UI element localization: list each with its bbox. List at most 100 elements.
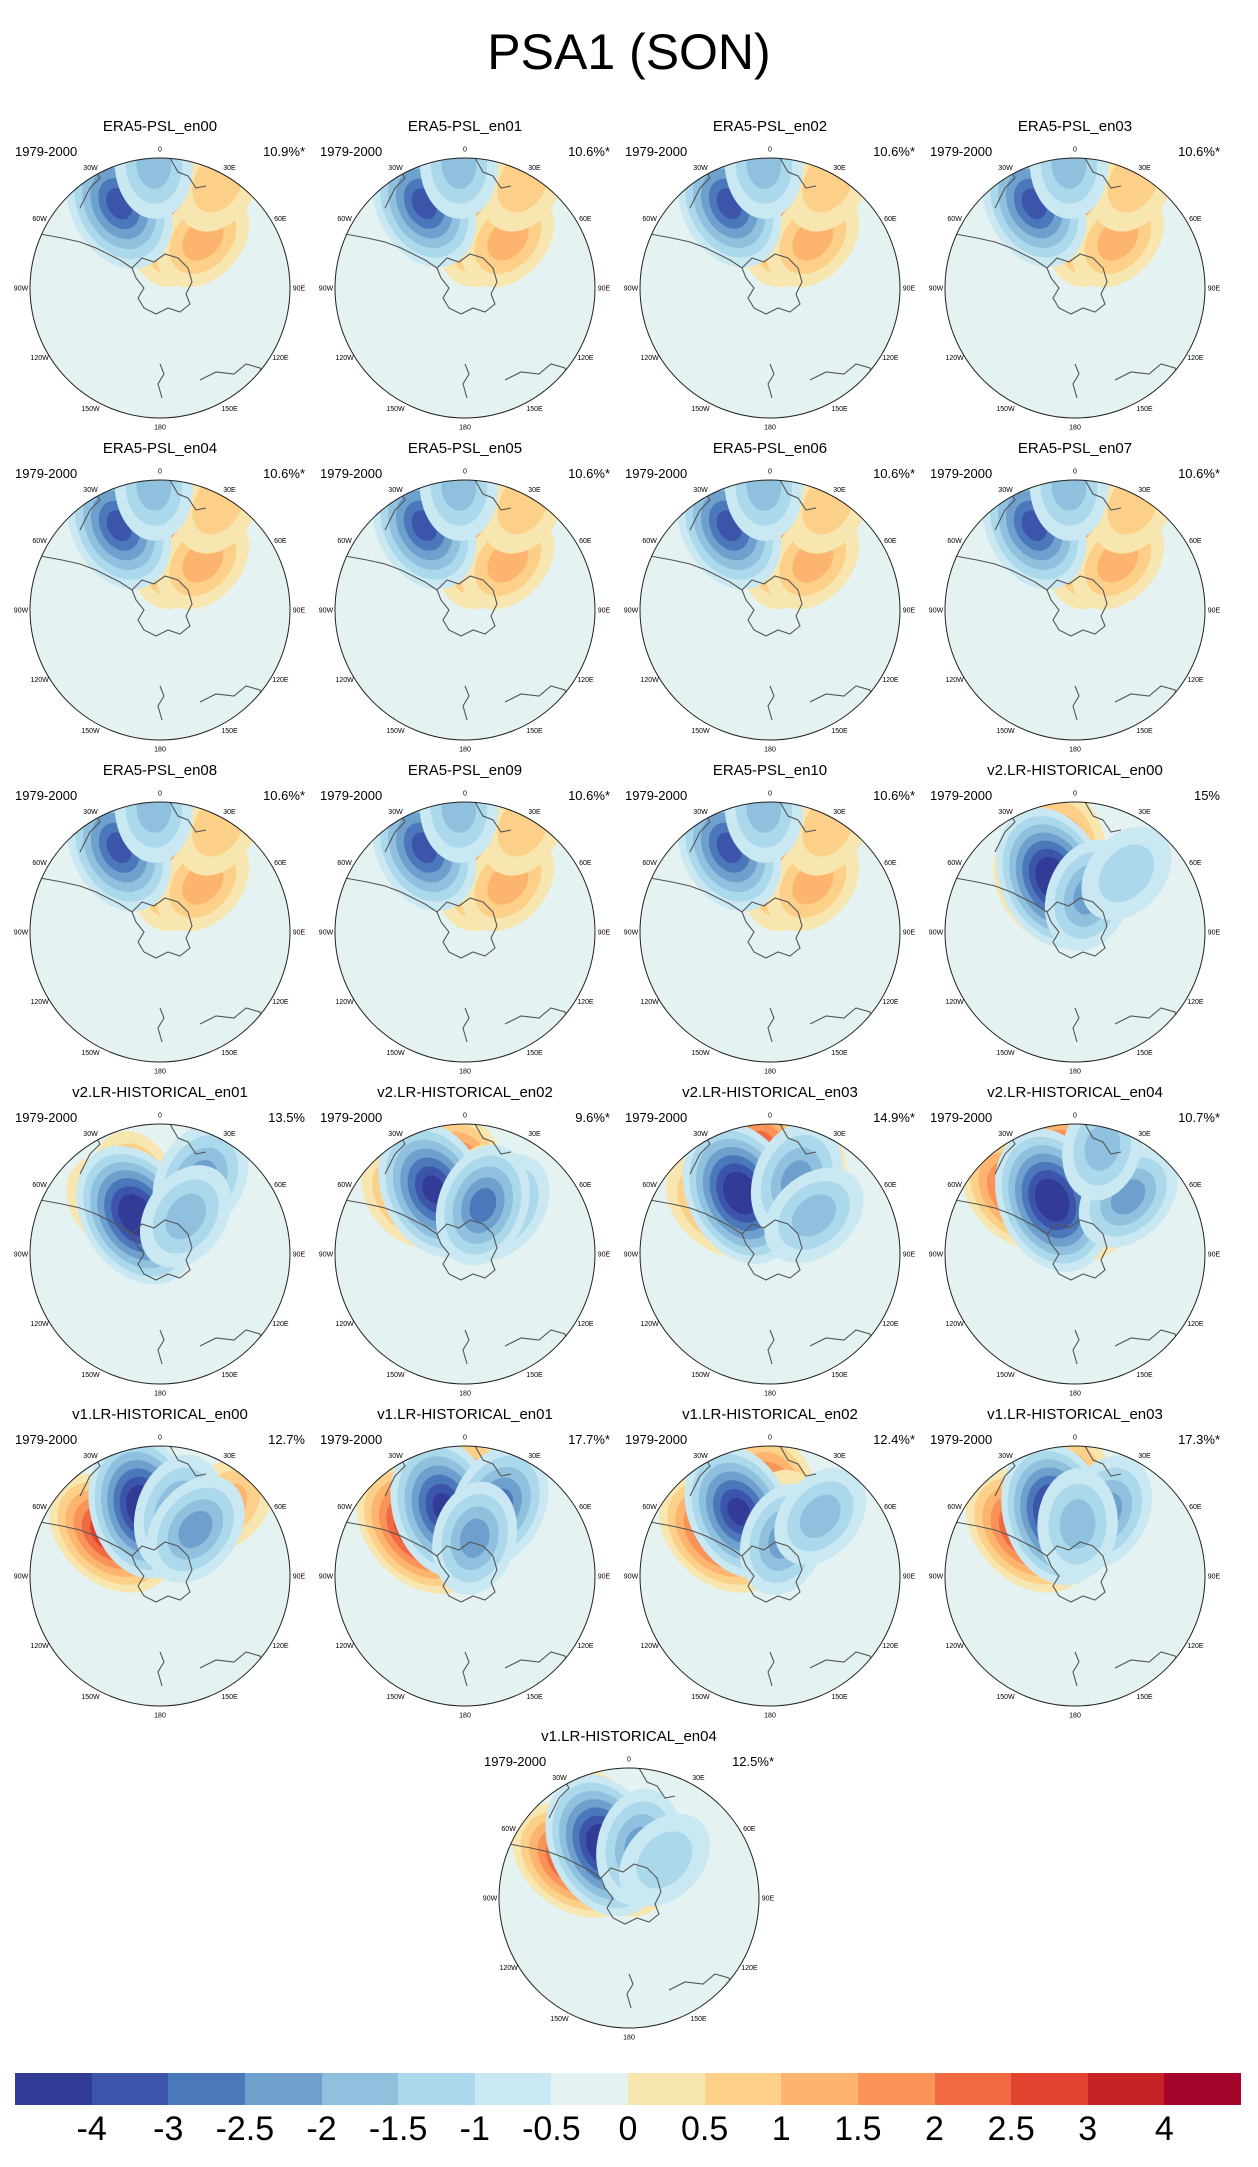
colorbar-segment xyxy=(1164,2073,1241,2105)
negative-anomaly-contour xyxy=(746,158,782,189)
polar-map: 0 30E 60E 90E 120E 150E 180 150W 120W 90W 60W 30W xyxy=(319,469,611,754)
longitude-label: 120E xyxy=(577,677,594,684)
panel-period: 1979-2000 xyxy=(930,466,993,481)
longitude-label: 180 xyxy=(1069,747,1081,754)
polar-map: 0 30E 60E 90E 120E 150E 180 150W 120W 90W 60W 30W xyxy=(929,1113,1221,1398)
longitude-label: 150W xyxy=(81,728,100,735)
polar-map: 0 30E 60E 90E 120E 150E 180 150W 120W 90W 60W 30W xyxy=(624,1113,916,1398)
colorbar-tick-label: -2 xyxy=(306,2110,337,2148)
longitude-label: 60E xyxy=(579,1182,592,1189)
longitude-label: 30W xyxy=(998,487,1013,494)
antarctica-coastline xyxy=(741,897,803,959)
longitude-label: 180 xyxy=(1069,425,1081,432)
panel-title: ERA5-PSL_en00 xyxy=(102,118,218,135)
polar-map: 0 30E 60E 90E 120E 150E 180 150W 120W 90W 60W 30W xyxy=(624,1435,916,1720)
longitude-label: 180 xyxy=(1069,1713,1081,1720)
longitude-label: 90W xyxy=(14,608,29,615)
new-zealand-coastline xyxy=(157,1007,165,1043)
new-zealand-coastline xyxy=(1072,1651,1080,1687)
map-panel: v2.LR-HISTORICAL_en04 1979-2000 10.7%* 0 30E… xyxy=(925,1084,1225,1398)
longitude-label: 90E xyxy=(903,1252,916,1259)
longitude-label: 60W xyxy=(337,538,352,545)
colorbar-segment xyxy=(1011,2073,1088,2105)
antarctica-coastline xyxy=(1046,1219,1108,1281)
longitude-label: 60E xyxy=(274,1504,287,1511)
colorbar-tick-label: 2 xyxy=(925,2110,944,2148)
panel-title: v2.LR-HISTORICAL_en04 xyxy=(987,1084,1163,1101)
map-boundary xyxy=(944,1445,1206,1707)
antarctica-coastline xyxy=(1046,897,1108,959)
panel-title: v1.LR-HISTORICAL_en00 xyxy=(72,1406,248,1423)
panel-period: 1979-2000 xyxy=(15,1432,78,1447)
longitude-label: 30W xyxy=(693,809,708,816)
longitude-label: 120W xyxy=(30,999,49,1006)
panel-period: 1979-2000 xyxy=(320,788,383,803)
map-panel: ERA5-PSL_en01 1979-2000 10.6%* 0 30E 60E 90E 12… xyxy=(315,118,615,432)
longitude-label: 60W xyxy=(947,860,962,867)
africa-coastline xyxy=(779,802,817,833)
longitude-label: 180 xyxy=(154,747,166,754)
longitude-label: 0 xyxy=(463,147,467,154)
africa-coastline xyxy=(474,1446,512,1477)
longitude-label: 150E xyxy=(831,406,848,413)
panel-period: 1979-2000 xyxy=(484,1754,547,1769)
longitude-label: 150E xyxy=(831,1050,848,1057)
longitude-label: 90E xyxy=(293,286,306,293)
longitude-label: 30W xyxy=(998,809,1013,816)
longitude-label: 60E xyxy=(274,538,287,545)
map-panel: ERA5-PSL_en02 1979-2000 10.6%* 0 30E 60E 90E 12… xyxy=(620,118,920,432)
longitude-label: 0 xyxy=(768,791,772,798)
colorbar-segment xyxy=(781,2073,858,2105)
peninsula-coastline xyxy=(954,555,1048,591)
new-zealand-coastline xyxy=(767,1007,775,1043)
panel-period: 1979-2000 xyxy=(320,1110,383,1125)
longitude-label: 150W xyxy=(81,1372,100,1379)
polar-map: 0 30E 60E 90E 120E 150E 180 150W 120W 90W 60W 30W xyxy=(624,469,916,754)
longitude-label: 90W xyxy=(624,286,639,293)
negative-anomaly-contour xyxy=(799,1494,841,1538)
longitude-label: 90E xyxy=(293,1574,306,1581)
longitude-label: 0 xyxy=(158,1435,162,1442)
longitude-label: 120W xyxy=(30,1321,49,1328)
longitude-label: 90W xyxy=(929,608,944,615)
longitude-label: 150W xyxy=(550,2016,569,2023)
map-panel: ERA5-PSL_en07 1979-2000 10.6%* 0 30E 60E 90E 12… xyxy=(925,440,1225,754)
longitude-label: 120W xyxy=(640,999,659,1006)
longitude-label: 60W xyxy=(642,860,657,867)
longitude-label: 150E xyxy=(526,1050,543,1057)
colorbar-segment xyxy=(857,2073,935,2105)
longitude-label: 150W xyxy=(691,1050,710,1057)
negative-anomaly-contour xyxy=(1041,1186,1063,1214)
map-boundary xyxy=(334,1445,596,1707)
map-panel: v1.LR-HISTORICAL_en04 1979-2000 12.5%* 0 30E… xyxy=(479,1728,779,2042)
longitude-label: 180 xyxy=(154,1391,166,1398)
longitude-label: 180 xyxy=(459,747,471,754)
colorbar-segment xyxy=(551,2073,628,2105)
longitude-label: 120W xyxy=(499,1965,518,1972)
antarctica-coastline xyxy=(741,253,803,315)
colorbar-tick-label: -2.5 xyxy=(215,2110,275,2148)
polar-map: 0 30E 60E 90E 120E 150E 180 150W 120W 90W 60W 30W xyxy=(14,1113,306,1398)
longitude-label: 60E xyxy=(579,216,592,223)
polar-map: 0 30E 60E 90E 120E 150E 180 150W 120W 90W 60W 30W xyxy=(14,1435,306,1720)
longitude-label: 120W xyxy=(335,355,354,362)
longitude-label: 120W xyxy=(945,677,964,684)
longitude-label: 90E xyxy=(1208,286,1221,293)
longitude-label: 30E xyxy=(1138,809,1151,816)
longitude-label: 180 xyxy=(1069,1391,1081,1398)
map-boundary xyxy=(334,157,596,419)
longitude-label: 60E xyxy=(1189,538,1202,545)
longitude-label: 90W xyxy=(14,1252,29,1259)
longitude-label: 150E xyxy=(221,406,238,413)
map-boundary xyxy=(334,479,596,741)
longitude-label: 30E xyxy=(528,809,541,816)
longitude-label: 60E xyxy=(579,1504,592,1511)
longitude-label: 60W xyxy=(642,538,657,545)
longitude-label: 120E xyxy=(882,1321,899,1328)
longitude-label: 120E xyxy=(1187,1321,1204,1328)
negative-anomaly-contour xyxy=(165,1193,207,1240)
longitude-label: 60W xyxy=(642,1182,657,1189)
longitude-label: 120W xyxy=(640,1643,659,1650)
longitude-label: 60W xyxy=(337,1504,352,1511)
longitude-label: 30E xyxy=(833,1131,846,1138)
